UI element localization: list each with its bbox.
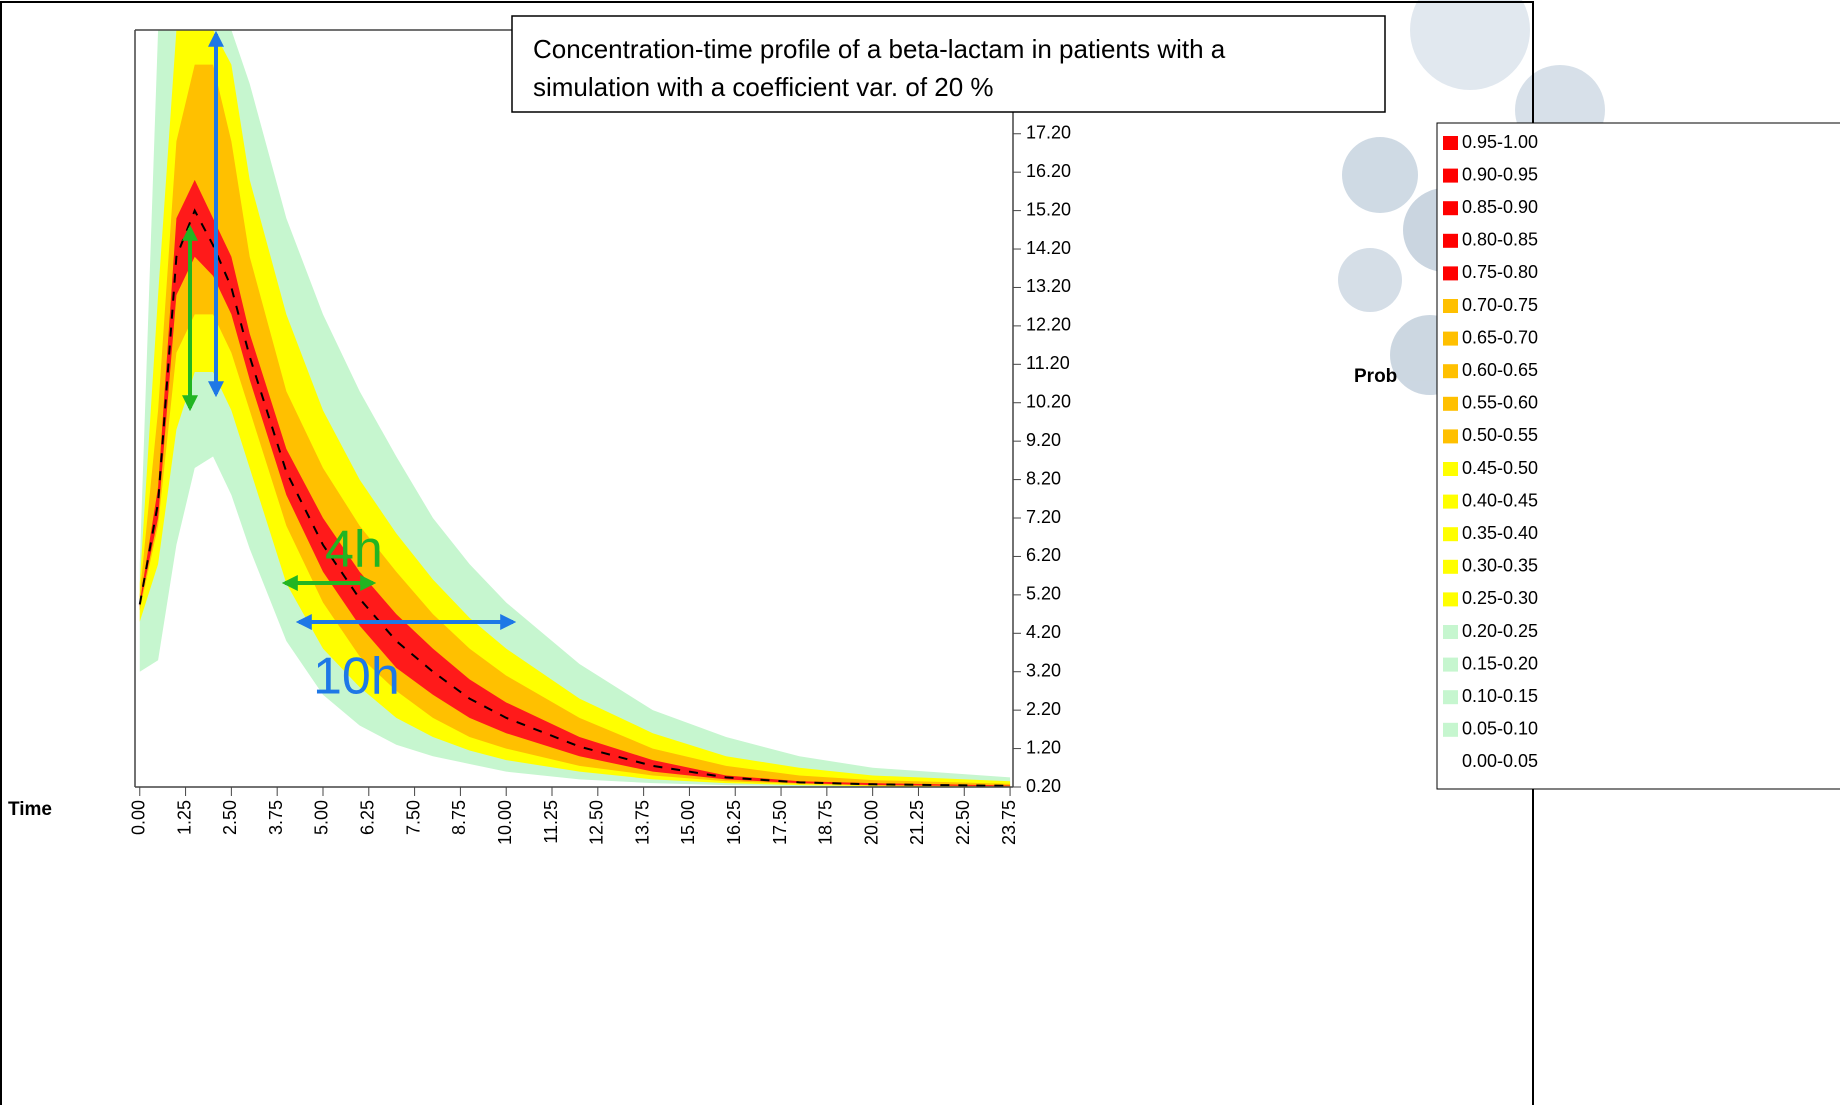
legend-title: Prob <box>1354 366 1397 387</box>
legend-label: 0.35-0.40 <box>1462 523 1538 543</box>
legend-swatch <box>1443 527 1458 542</box>
legend-label: 0.40-0.45 <box>1462 490 1538 510</box>
y-tick-label: 14.20 <box>1026 238 1071 258</box>
x-tick-label: 0.00 <box>129 800 149 835</box>
legend-label: 0.20-0.25 <box>1462 621 1538 641</box>
legend-swatch <box>1443 168 1458 183</box>
x-tick-label: 6.25 <box>358 800 378 835</box>
x-tick-label: 20.00 <box>861 800 881 845</box>
legend-label: 0.05-0.10 <box>1462 719 1538 739</box>
legend-label: 0.65-0.70 <box>1462 327 1538 347</box>
x-tick-label: 3.75 <box>266 800 286 835</box>
y-tick-label: 15.20 <box>1026 199 1071 219</box>
legend-label: 0.90-0.95 <box>1462 164 1538 184</box>
legend-label: 0.70-0.75 <box>1462 295 1538 315</box>
legend-label: 0.50-0.55 <box>1462 425 1538 445</box>
y-tick-label: 7.20 <box>1026 507 1061 527</box>
title-frame <box>511 15 1386 113</box>
y-tick-label: 5.20 <box>1026 584 1061 604</box>
legend-swatch <box>1443 657 1458 672</box>
legend-swatch <box>1443 559 1458 574</box>
chart-title: Concentration-time profile of a beta-lac… <box>533 34 1226 64</box>
y-tick-label: 9.20 <box>1026 430 1061 450</box>
legend-swatch <box>1443 690 1458 705</box>
legend-label: 0.80-0.85 <box>1462 230 1538 250</box>
y-tick-label: 1.20 <box>1026 737 1061 757</box>
legend-label: 0.60-0.65 <box>1462 360 1538 380</box>
annotation: 10h <box>313 648 400 706</box>
x-tick-label: 22.50 <box>953 800 973 845</box>
legend-label: 0.55-0.60 <box>1462 393 1538 413</box>
x-tick-label: 18.75 <box>816 800 836 845</box>
legend-swatch <box>1443 429 1458 444</box>
y-tick-label: 8.20 <box>1026 468 1061 488</box>
legend-swatch <box>1443 722 1458 737</box>
legend-swatch <box>1443 233 1458 248</box>
x-tick-label: 2.50 <box>220 800 240 835</box>
y-tick-label: 3.20 <box>1026 660 1061 680</box>
plot-area <box>138 30 1011 787</box>
legend-swatch <box>1443 494 1458 509</box>
x-tick-label: 1.25 <box>174 800 194 835</box>
y-tick-label: 0.20 <box>1026 776 1061 796</box>
y-tick-label: 10.20 <box>1026 391 1071 411</box>
x-tick-label: 23.75 <box>999 800 1019 845</box>
legend-label: 0.30-0.35 <box>1462 556 1538 576</box>
x-tick-label: 21.25 <box>907 800 927 845</box>
y-tick-label: 17.20 <box>1026 123 1071 143</box>
legend-label: 0.25-0.30 <box>1462 588 1538 608</box>
legend-swatch <box>1443 364 1458 379</box>
title-box: Concentration-time profile of a beta-lac… <box>511 15 1386 113</box>
legend-label: 0.00-0.05 <box>1462 751 1538 771</box>
y-tick-label: 4.20 <box>1026 622 1061 642</box>
y-tick-label: 11.20 <box>1026 353 1070 373</box>
legend-swatch <box>1443 396 1458 411</box>
x-tick-label: 15.00 <box>678 800 698 845</box>
legend-label: 0.95-1.00 <box>1462 132 1538 152</box>
x-tick-label: 12.50 <box>587 800 607 845</box>
x-tick-label: 11.25 <box>541 800 561 844</box>
legend-swatch <box>1443 755 1458 770</box>
legend-swatch <box>1443 592 1458 607</box>
x-tick-label: 17.50 <box>770 800 790 845</box>
y-tick-label: 13.20 <box>1026 276 1071 296</box>
y-tick-label: 16.20 <box>1026 161 1071 181</box>
x-tick-label: 13.75 <box>632 800 652 845</box>
annotations: 4h 10h <box>182 30 517 706</box>
legend-label: 0.85-0.90 <box>1462 197 1538 217</box>
legend-label: 0.15-0.20 <box>1462 653 1538 673</box>
legend-swatch <box>1443 136 1458 150</box>
y-tick-label: 12.20 <box>1026 315 1071 335</box>
y-tick-label: 6.20 <box>1026 545 1061 565</box>
legend-swatch <box>1443 266 1458 281</box>
x-axis-label: Time <box>8 799 52 820</box>
legend-swatch <box>1443 625 1458 639</box>
x-tick-label: 5.00 <box>312 800 332 835</box>
legend-label: 0.75-0.80 <box>1462 262 1538 282</box>
legend-label: 0.45-0.50 <box>1462 458 1538 478</box>
chart-title: simulation with a coefficient var. of 20… <box>533 72 994 102</box>
legend-swatch <box>1443 462 1458 476</box>
legend-swatch <box>1443 299 1458 313</box>
legend-swatch <box>1443 201 1458 216</box>
annotation: 4h <box>325 521 383 579</box>
x-tick-label: 7.50 <box>403 800 423 835</box>
legend-box <box>1436 122 1840 790</box>
y-tick-label: 2.20 <box>1026 699 1061 719</box>
x-tick-label: 10.00 <box>495 800 515 845</box>
x-tick-label: 16.25 <box>724 800 744 845</box>
legend-label: 0.10-0.15 <box>1462 686 1538 706</box>
x-tick-label: 8.75 <box>449 800 469 835</box>
legend-swatch <box>1443 331 1458 346</box>
